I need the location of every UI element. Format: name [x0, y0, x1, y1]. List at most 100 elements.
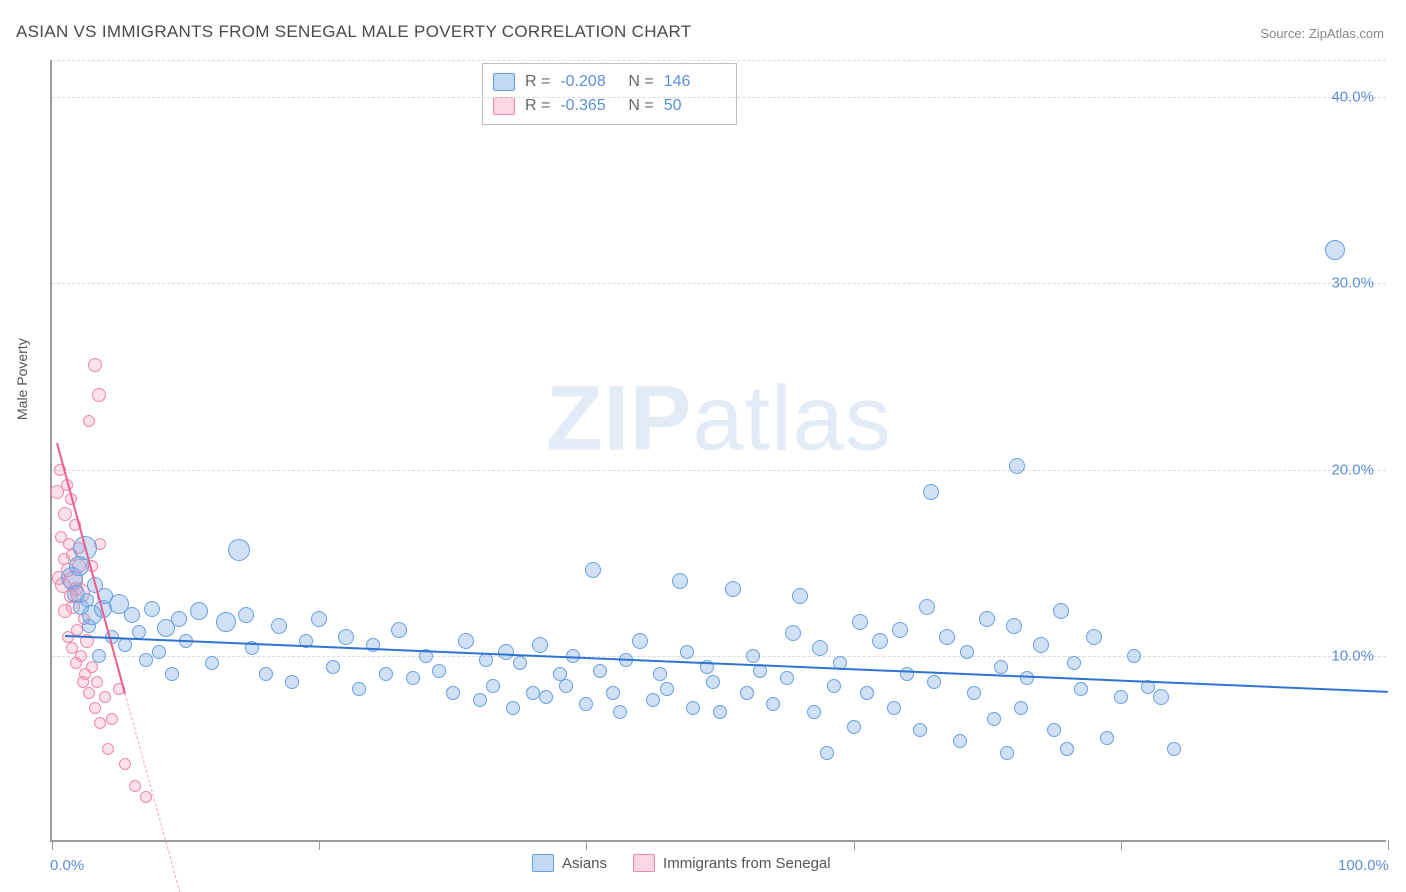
- data-point: [653, 667, 667, 681]
- data-point: [379, 667, 393, 681]
- data-point: [139, 653, 153, 667]
- data-point: [960, 645, 974, 659]
- data-point: [1153, 689, 1169, 705]
- data-point: [606, 686, 620, 700]
- y-tick-label: 40.0%: [1331, 89, 1374, 106]
- data-point: [1100, 731, 1114, 745]
- data-point: [506, 701, 520, 715]
- data-point: [706, 675, 720, 689]
- x-tick: [586, 840, 587, 850]
- swatch-pink-icon: [493, 97, 515, 115]
- data-point: [1000, 746, 1014, 760]
- source-value: ZipAtlas.com: [1309, 26, 1384, 41]
- data-point: [88, 358, 102, 372]
- data-point: [660, 682, 674, 696]
- legend-label-asians: Asians: [562, 855, 607, 872]
- data-point: [713, 705, 727, 719]
- data-point: [152, 645, 166, 659]
- data-point: [539, 690, 553, 704]
- data-point: [89, 702, 101, 714]
- data-point: [205, 656, 219, 670]
- data-point: [1014, 701, 1028, 715]
- data-point: [1167, 742, 1181, 756]
- data-point: [1020, 671, 1034, 685]
- data-point: [812, 640, 828, 656]
- data-point: [1006, 618, 1022, 634]
- x-tick: [1388, 840, 1389, 850]
- gridline: [52, 60, 1386, 61]
- data-point: [1127, 649, 1141, 663]
- data-point: [271, 618, 287, 634]
- data-point: [165, 667, 179, 681]
- data-point: [1067, 656, 1081, 670]
- data-point: [807, 705, 821, 719]
- y-tick-label: 20.0%: [1331, 461, 1374, 478]
- swatch-blue-icon: [532, 854, 554, 872]
- x-tick: [854, 840, 855, 850]
- data-point: [91, 676, 103, 688]
- x-tick: [52, 840, 53, 850]
- trend-line: [65, 635, 1388, 693]
- x-tick: [319, 840, 320, 850]
- data-point: [58, 507, 72, 521]
- data-point: [872, 633, 888, 649]
- data-point: [766, 697, 780, 711]
- swatch-pink-icon: [633, 854, 655, 872]
- watermark: ZIPatlas: [546, 366, 891, 471]
- data-point: [446, 686, 460, 700]
- legend-item-senegal: Immigrants from Senegal: [633, 854, 831, 872]
- data-point: [498, 644, 514, 660]
- data-point: [686, 701, 700, 715]
- data-point: [913, 723, 927, 737]
- data-point: [99, 691, 111, 703]
- scatter-plot-area: ZIPatlas R = -0.208 N = 146 R = -0.365 N…: [50, 60, 1386, 842]
- legend-label-senegal: Immigrants from Senegal: [663, 855, 831, 872]
- chart-title: ASIAN VS IMMIGRANTS FROM SENEGAL MALE PO…: [16, 22, 691, 42]
- data-point: [994, 660, 1008, 674]
- x-tick: [1121, 840, 1122, 850]
- data-point: [94, 717, 106, 729]
- data-point: [646, 693, 660, 707]
- r-label: R =: [525, 70, 550, 94]
- data-point: [1047, 723, 1061, 737]
- gridline: [52, 656, 1386, 657]
- y-tick-label: 10.0%: [1331, 647, 1374, 664]
- data-point: [887, 701, 901, 715]
- data-point: [820, 746, 834, 760]
- data-point: [106, 713, 118, 725]
- trend-line: [125, 693, 193, 892]
- data-point: [92, 388, 106, 402]
- data-point: [216, 612, 236, 632]
- data-point: [987, 712, 1001, 726]
- data-point: [406, 671, 420, 685]
- data-point: [228, 539, 250, 561]
- data-point: [513, 656, 527, 670]
- data-point: [119, 758, 131, 770]
- data-point: [892, 622, 908, 638]
- n-value-asians: 146: [664, 70, 722, 94]
- data-point: [311, 611, 327, 627]
- data-point: [852, 614, 868, 630]
- data-point: [83, 687, 95, 699]
- data-point: [486, 679, 500, 693]
- data-point: [190, 602, 208, 620]
- data-point: [919, 599, 935, 615]
- data-point: [847, 720, 861, 734]
- data-point: [1009, 458, 1025, 474]
- data-point: [827, 679, 841, 693]
- gridline: [52, 97, 1386, 98]
- data-point: [680, 645, 694, 659]
- data-point: [939, 629, 955, 645]
- data-point: [1053, 603, 1069, 619]
- data-point: [585, 562, 601, 578]
- data-point: [579, 697, 593, 711]
- data-point: [785, 625, 801, 641]
- data-point: [1086, 629, 1102, 645]
- stats-row-asians: R = -0.208 N = 146: [493, 70, 722, 94]
- data-point: [967, 686, 981, 700]
- data-point: [124, 607, 140, 623]
- data-point: [75, 650, 87, 662]
- x-tick-label: 0.0%: [50, 857, 84, 874]
- data-point: [593, 664, 607, 678]
- data-point: [927, 675, 941, 689]
